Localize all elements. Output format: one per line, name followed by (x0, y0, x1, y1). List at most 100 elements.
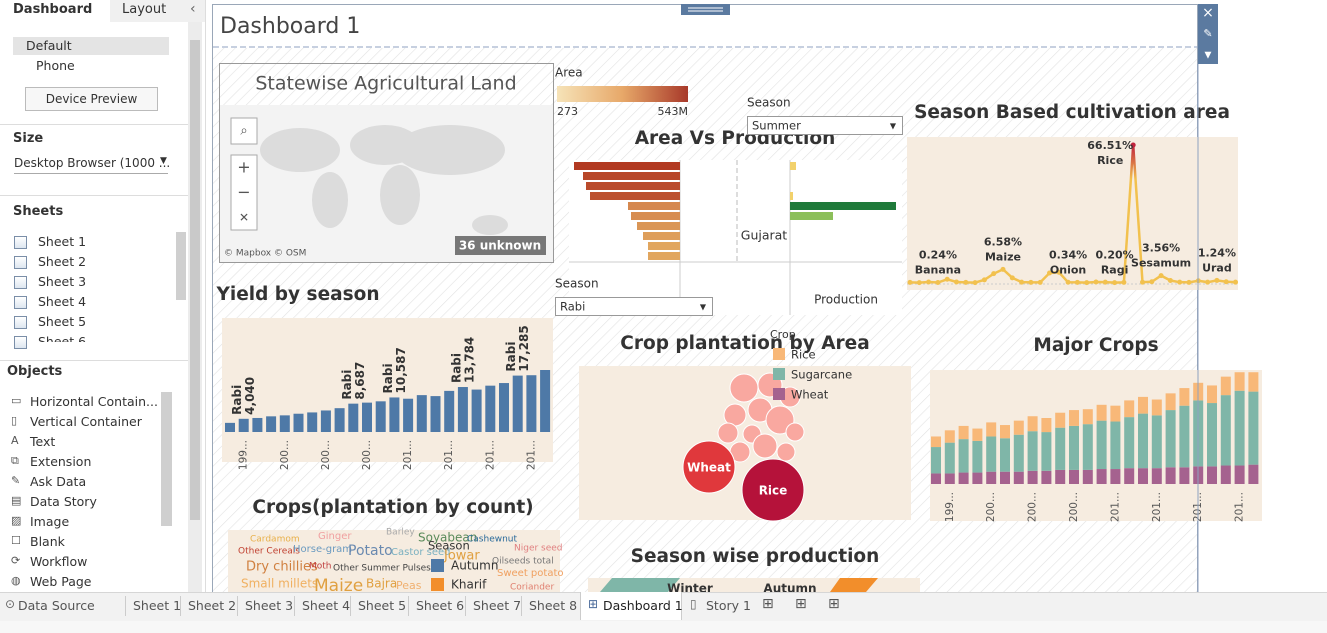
yield-bar (471, 389, 482, 432)
zoom-in: + (237, 158, 250, 177)
crop-label: Maize (985, 250, 1021, 263)
legend-label: Autumn (451, 559, 498, 573)
size-dropdown[interactable]: Desktop Browser (1000 ... (14, 156, 170, 174)
divider (0, 124, 188, 125)
object-item[interactable]: Data Story (30, 494, 97, 509)
cultivation-point (963, 279, 969, 285)
area-bar (628, 202, 680, 210)
yield-bar (362, 402, 372, 432)
object-item[interactable]: Image (30, 514, 70, 529)
cultivation-point (1112, 280, 1118, 286)
object-item[interactable]: Workflow (30, 554, 88, 569)
stacked-bar (1138, 396, 1148, 414)
sidebar-tab[interactable]: Layout (122, 2, 167, 17)
stacked-bar (931, 436, 941, 448)
sheet-item[interactable]: Sheet 2 (38, 254, 87, 269)
sidebar-tab[interactable]: Dashboard (13, 2, 93, 17)
yield-bar (307, 412, 318, 432)
yield-bar (457, 387, 468, 432)
stacked-bar (1096, 420, 1107, 470)
sheet-tab[interactable]: Sheet 7 (473, 598, 522, 613)
new-sheet-button[interactable]: ⊞ (828, 596, 840, 612)
word: Horse-gram (293, 544, 352, 555)
sheet-tab[interactable]: Sheet 5 (358, 598, 407, 613)
value-label: 0.20% (1096, 249, 1134, 262)
sheet-icon (14, 296, 27, 309)
value-label: 8,687 (353, 362, 367, 400)
object-icon: ⧉ (11, 454, 19, 467)
sheet-item[interactable]: Sheet 5 (38, 314, 87, 329)
object-item[interactable]: Text (30, 434, 56, 449)
object-icon: ✎ (11, 474, 21, 487)
yield-bar (526, 375, 537, 432)
sheet-tab[interactable]: Dashboard 1 (603, 598, 683, 613)
area-bar (583, 172, 680, 180)
section-heading: Objects (7, 364, 63, 379)
dropdown-arrow[interactable]: ▼ (160, 156, 167, 166)
legend-title: Crop (770, 328, 796, 341)
sheet-tab[interactable]: Sheet 2 (188, 598, 237, 613)
value-label: 66.51% (1087, 139, 1133, 152)
cultivation-point (1223, 279, 1229, 285)
sheet-item[interactable]: Sheet 1 (38, 234, 87, 249)
filter-dropdown[interactable] (747, 116, 903, 135)
device-preview-button[interactable]: Device Preview (25, 87, 158, 111)
chart-title: Yield by season (216, 284, 380, 305)
tab-sep (294, 596, 295, 616)
color-ramp (557, 86, 688, 102)
yield-bar (293, 413, 304, 432)
word: Barley (386, 528, 415, 538)
yield-bar (512, 375, 523, 432)
cultivation-point (1149, 279, 1155, 285)
filter-dropdown[interactable] (555, 297, 713, 316)
unknown-badge (455, 236, 546, 255)
object-item[interactable]: Web Page (30, 574, 92, 589)
device-option[interactable]: Default (26, 38, 72, 53)
yield-bar (499, 383, 509, 432)
legend-swatch (431, 559, 444, 572)
sheet-tab[interactable]: Sheet 4 (302, 598, 351, 613)
sheet-item[interactable]: Sheet 4 (38, 294, 87, 309)
sheet-tab[interactable]: Sheet 8 (529, 598, 578, 613)
object-icon: ◍ (11, 574, 21, 587)
area-bar (586, 182, 680, 190)
object-icon: ▤ (11, 494, 22, 507)
stacked-bar (1248, 464, 1259, 484)
new-sheet-button[interactable]: ⊞ (795, 596, 807, 612)
season-label: Rabi (504, 342, 518, 372)
map-search: ⌕ (240, 124, 247, 139)
sheet-tab[interactable]: Sheet 6 (416, 598, 465, 613)
tab-sep (408, 596, 409, 616)
object-item[interactable]: Ask Data (30, 474, 87, 489)
area-bar (631, 212, 680, 220)
sheet-tab[interactable]: Sheet 1 (133, 598, 182, 613)
tab-sep (180, 596, 181, 616)
yield-bar (348, 403, 359, 432)
filter-value: Rabi (560, 300, 585, 314)
sheet-tab[interactable]: Data Source (18, 598, 95, 613)
object-item[interactable]: Vertical Container (30, 414, 142, 429)
cultivation-point (1205, 279, 1211, 285)
tab-icon: ⊙ (5, 597, 16, 611)
stacked-bar (958, 425, 969, 440)
sheet-tab[interactable]: Sheet 3 (245, 598, 294, 613)
stacked-bar (1055, 427, 1066, 470)
object-item[interactable]: Blank (30, 534, 65, 549)
x-tick-label: 201... (1109, 492, 1121, 522)
value-label: 1.24% (1198, 246, 1236, 259)
state-label: Gujarat (741, 228, 788, 243)
filter-value: Summer (752, 119, 801, 133)
object-item[interactable]: Extension (30, 454, 92, 469)
device-option[interactable]: Phone (36, 58, 75, 73)
collapse[interactable]: ‹ (190, 1, 196, 17)
x-tick-label: 199... (238, 440, 250, 470)
object-item[interactable]: Horizontal Contain... (30, 394, 158, 409)
sheet-item[interactable]: Sheet 3 (38, 274, 87, 289)
sheet-item[interactable]: Sheet 6 (38, 334, 87, 342)
sheet-tab[interactable]: Story 1 (706, 598, 751, 613)
object-icon: ▨ (11, 514, 22, 527)
cultivation-point (1084, 280, 1090, 286)
yield-bar (238, 418, 249, 432)
new-sheet-button[interactable]: ⊞ (762, 596, 774, 612)
